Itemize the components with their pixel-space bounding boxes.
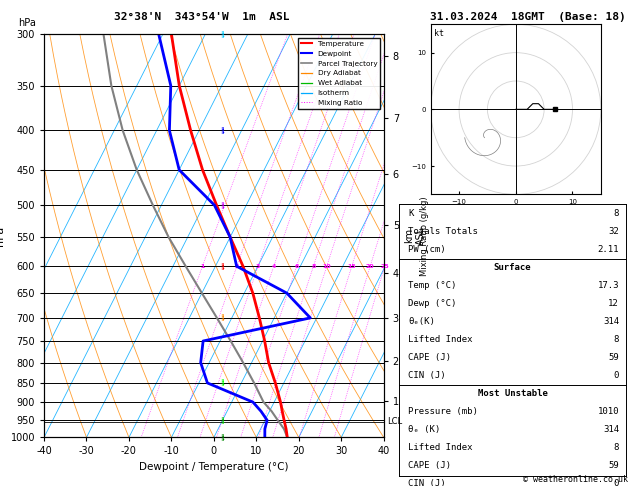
- Text: 12: 12: [608, 299, 619, 308]
- Text: 2.11: 2.11: [598, 245, 619, 254]
- Text: $\Vert\!\!\backslash$: $\Vert\!\!\backslash$: [220, 378, 226, 388]
- Text: Most Unstable: Most Unstable: [477, 389, 548, 398]
- Text: 2: 2: [235, 264, 239, 269]
- Text: 0: 0: [614, 371, 619, 380]
- Text: $\Vert\!\!\backslash$: $\Vert\!\!\backslash$: [220, 200, 226, 210]
- Text: CAPE (J): CAPE (J): [408, 461, 452, 469]
- Text: 3: 3: [256, 264, 260, 269]
- Text: 10: 10: [323, 264, 331, 269]
- Text: Pressure (mb): Pressure (mb): [408, 407, 478, 416]
- Text: PW (cm): PW (cm): [408, 245, 446, 254]
- Text: $\Vert\!\!\backslash$: $\Vert\!\!\backslash$: [220, 125, 226, 136]
- Text: Lifted Index: Lifted Index: [408, 443, 473, 451]
- Text: 25: 25: [381, 264, 389, 269]
- Text: $\Vert\!\!\backslash$: $\Vert\!\!\backslash$: [220, 312, 226, 323]
- Text: θₑ(K): θₑ(K): [408, 317, 435, 326]
- Text: Temp (°C): Temp (°C): [408, 281, 457, 290]
- Text: 1010: 1010: [598, 407, 619, 416]
- Text: 32°38'N  343°54'W  1m  ASL: 32°38'N 343°54'W 1m ASL: [113, 12, 289, 22]
- Text: 6: 6: [294, 264, 299, 269]
- Text: LCL: LCL: [387, 417, 402, 427]
- Text: 8: 8: [614, 209, 619, 218]
- Text: CIN (J): CIN (J): [408, 479, 446, 486]
- Text: 314: 314: [603, 425, 619, 434]
- Legend: Temperature, Dewpoint, Parcel Trajectory, Dry Adiabat, Wet Adiabat, Isotherm, Mi: Temperature, Dewpoint, Parcel Trajectory…: [298, 37, 380, 109]
- Text: Dewp (°C): Dewp (°C): [408, 299, 457, 308]
- Text: 17.3: 17.3: [598, 281, 619, 290]
- Y-axis label: hPa: hPa: [0, 226, 5, 246]
- Text: hPa: hPa: [18, 18, 36, 28]
- Text: 32: 32: [608, 227, 619, 236]
- Text: 1: 1: [200, 264, 204, 269]
- Text: Mixing Ratio (g/kg): Mixing Ratio (g/kg): [420, 196, 429, 276]
- Text: 4: 4: [272, 264, 276, 269]
- Y-axis label: km
ASL: km ASL: [404, 226, 426, 245]
- Text: Lifted Index: Lifted Index: [408, 335, 473, 344]
- Text: kt: kt: [434, 29, 444, 38]
- Text: 0: 0: [614, 479, 619, 486]
- Text: 59: 59: [608, 461, 619, 469]
- Text: 59: 59: [608, 353, 619, 362]
- Text: Totals Totals: Totals Totals: [408, 227, 478, 236]
- Text: 8: 8: [311, 264, 316, 269]
- Text: © weatheronline.co.uk: © weatheronline.co.uk: [523, 474, 628, 484]
- Text: CIN (J): CIN (J): [408, 371, 446, 380]
- Text: K: K: [408, 209, 414, 218]
- X-axis label: Dewpoint / Temperature (°C): Dewpoint / Temperature (°C): [139, 462, 289, 472]
- Text: $\Vert\!\!\backslash$: $\Vert\!\!\backslash$: [220, 261, 226, 272]
- Text: 8: 8: [614, 443, 619, 451]
- Text: $\Vert\!\!\backslash$: $\Vert\!\!\backslash$: [220, 29, 226, 39]
- Text: Surface: Surface: [494, 263, 532, 272]
- Text: 15: 15: [347, 264, 356, 269]
- Text: θₑ (K): θₑ (K): [408, 425, 441, 434]
- Text: $\Vert\!\!\backslash$: $\Vert\!\!\backslash$: [220, 432, 226, 443]
- Text: 31.03.2024  18GMT  (Base: 18): 31.03.2024 18GMT (Base: 18): [430, 12, 626, 22]
- Text: 8: 8: [614, 335, 619, 344]
- Text: 314: 314: [603, 317, 619, 326]
- Text: CAPE (J): CAPE (J): [408, 353, 452, 362]
- Text: $\Vert\!\!\backslash$: $\Vert\!\!\backslash$: [220, 415, 226, 426]
- Text: 20: 20: [366, 264, 374, 269]
